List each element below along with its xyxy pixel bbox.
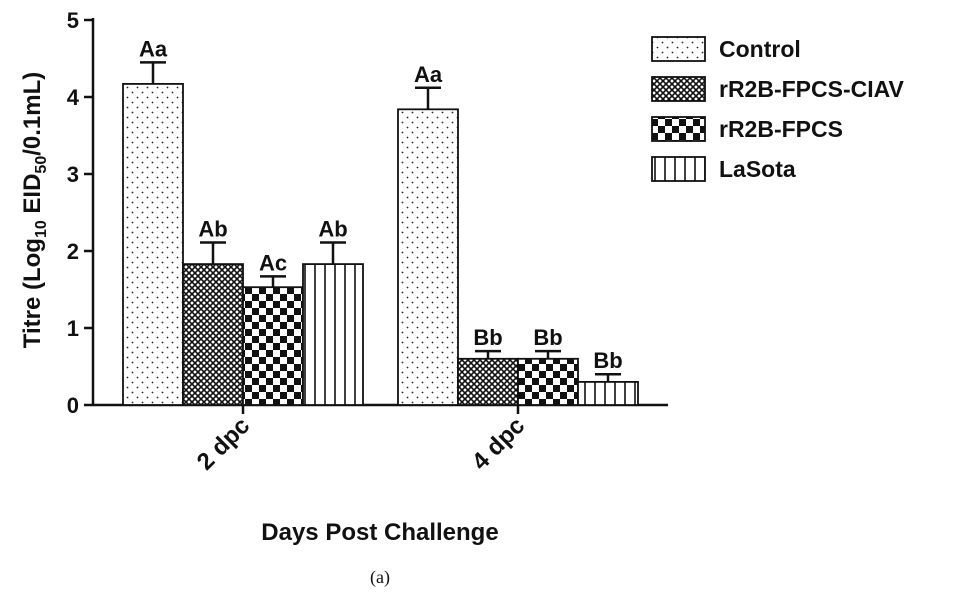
bar bbox=[122, 83, 184, 406]
x-axis: 2 dpc 4 dpc bbox=[93, 403, 668, 476]
data-label: Ac bbox=[259, 250, 287, 275]
x-tick-label: 2 dpc bbox=[192, 412, 255, 475]
y-tick-label: 1 bbox=[67, 316, 79, 341]
legend-swatch bbox=[651, 36, 706, 62]
y-axis: 0 1 2 3 4 5 bbox=[67, 8, 95, 418]
data-label: Ab bbox=[198, 217, 227, 242]
legend: Control rR2B-FPCS-CIAV rR2B-FPCS LaSota bbox=[651, 36, 905, 182]
data-label: Ab bbox=[318, 217, 347, 242]
legend-swatch bbox=[651, 156, 706, 182]
bars: Aa Ab Ac Ab Aa Bb Bb Bb bbox=[122, 36, 639, 406]
bar bbox=[242, 286, 304, 406]
figure-caption: (a) bbox=[370, 567, 390, 588]
legend-label: Control bbox=[719, 36, 801, 62]
data-label: Bb bbox=[593, 348, 622, 373]
bar bbox=[517, 357, 579, 406]
legend-swatch bbox=[651, 116, 706, 142]
bar bbox=[457, 357, 519, 406]
y-tick-label: 4 bbox=[67, 85, 80, 110]
bar bbox=[397, 108, 459, 406]
data-label: Aa bbox=[414, 62, 443, 87]
y-tick-label: 5 bbox=[67, 8, 79, 33]
legend-label: rR2B-FPCS bbox=[719, 116, 843, 142]
y-tick-label: 3 bbox=[67, 162, 79, 187]
legend-label: LaSota bbox=[719, 156, 796, 182]
legend-swatch bbox=[651, 76, 706, 102]
data-label: Bb bbox=[473, 325, 502, 350]
x-tick-label: 4 dpc bbox=[467, 412, 530, 475]
data-label: Bb bbox=[533, 325, 562, 350]
bar bbox=[182, 263, 244, 406]
legend-label: rR2B-FPCS-CIAV bbox=[719, 76, 905, 102]
y-tick-label: 0 bbox=[67, 393, 79, 418]
y-tick-label: 2 bbox=[67, 239, 79, 264]
bar bbox=[302, 263, 364, 406]
y-axis-title: Titre (Log10 EID50/0.1mL) bbox=[19, 72, 50, 349]
bar bbox=[577, 380, 639, 406]
x-axis-title: Days Post Challenge bbox=[261, 519, 498, 546]
data-label: Aa bbox=[139, 36, 168, 61]
